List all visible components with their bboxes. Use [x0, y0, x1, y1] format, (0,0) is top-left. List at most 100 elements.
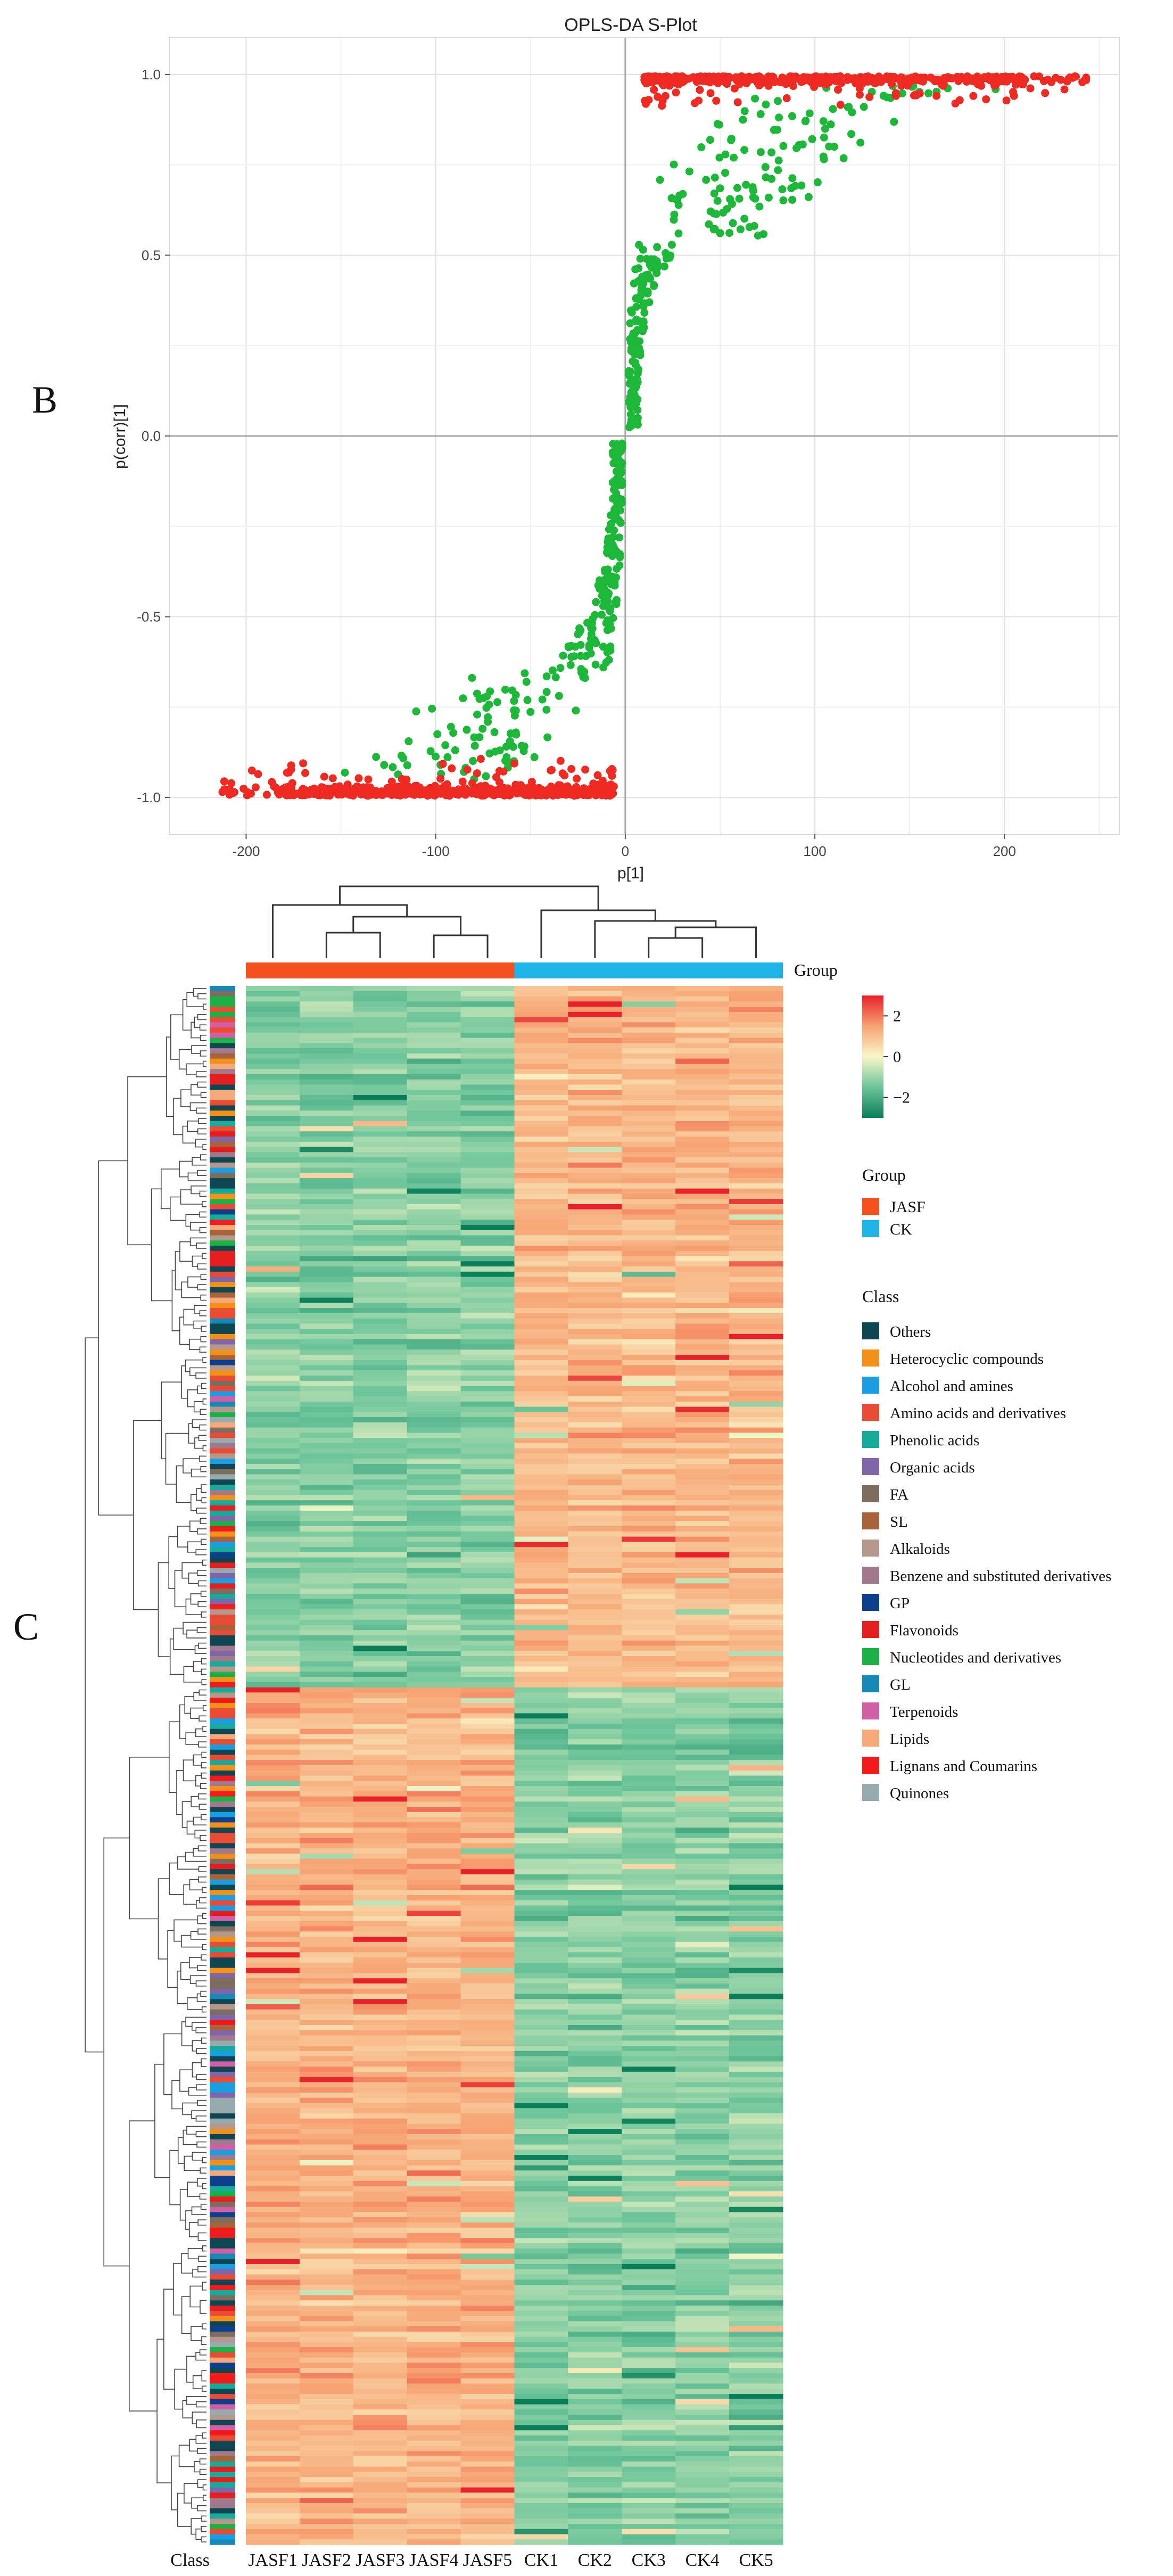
heatmap-cell	[299, 1204, 354, 1210]
heatmap-cell	[246, 2326, 300, 2332]
heatmap-cell	[353, 2290, 408, 2296]
heatmap-cell	[622, 1978, 676, 1984]
heatmap-cell	[675, 2009, 730, 2015]
heatmap-cell	[407, 1240, 461, 1246]
heatmap-cell	[514, 1422, 568, 1428]
heatmap-cell	[460, 1178, 515, 1184]
class-bar-cell	[210, 1329, 235, 1335]
heatmap-cell	[246, 1947, 300, 1953]
heatmap-cell	[568, 1619, 622, 1626]
heatmap-cell	[299, 1396, 354, 1402]
heatmap-cell	[568, 1427, 622, 1433]
heatmap-cell	[353, 1547, 408, 1553]
heatmap-cell	[299, 1064, 354, 1069]
heatmap-cell	[353, 2103, 408, 2109]
heatmap-cell	[460, 1287, 515, 1293]
heatmap-cell	[460, 1916, 515, 1922]
heatmap-cell	[353, 1619, 408, 1626]
heatmap-cell	[675, 2071, 730, 2078]
heatmap-cell	[299, 1489, 354, 1496]
heatmap-cell	[246, 1625, 300, 1631]
heatmap-cell	[729, 1178, 783, 1184]
heatmap-cell	[568, 1188, 622, 1194]
heatmap-cell	[568, 1869, 622, 1875]
heatmap-cell	[353, 1962, 408, 1969]
heatmap-cell	[299, 1090, 354, 1096]
heatmap-cell	[514, 1583, 568, 1589]
heatmap-cell	[675, 1214, 730, 1220]
class-bar-cell	[210, 2306, 235, 2311]
heatmap-cell	[568, 1625, 622, 1631]
heatmap-cell	[514, 1729, 568, 1735]
heatmap-cell	[729, 1214, 783, 1220]
heatmap-cell	[675, 1422, 730, 1428]
row-dendro-link	[183, 1666, 202, 1683]
heatmap-cell	[353, 1677, 408, 1683]
heatmap-cell	[407, 2306, 461, 2311]
class-bar-cell	[210, 1303, 235, 1308]
heatmap-cell	[299, 2118, 354, 2125]
heatmap-cell	[299, 2139, 354, 2145]
heatmap-cell	[246, 2243, 300, 2249]
class-bar-cell	[210, 1999, 235, 2005]
heatmap-cell	[353, 1489, 408, 1496]
heatmap-cell	[675, 1183, 730, 1189]
heatmap-cell	[675, 1027, 730, 1033]
heatmap-cell	[568, 1183, 622, 1189]
heatmap-cell	[299, 1422, 354, 1428]
heatmap-cell	[729, 2165, 783, 2171]
row-dendro-link	[202, 1887, 206, 1893]
heatmap-cell	[407, 1141, 461, 1148]
heatmap-cell	[729, 1604, 783, 1610]
heatmap-cell	[675, 1297, 730, 1303]
heatmap-cell	[729, 1360, 783, 1366]
heatmap-cell	[568, 1952, 622, 1958]
class-bar-cell	[210, 1978, 235, 1984]
splot-point	[628, 347, 637, 355]
splot-point	[606, 607, 614, 615]
heatmap-cell	[460, 2082, 515, 2088]
heatmap-cell	[675, 2113, 730, 2119]
class-bar-cell	[210, 1069, 235, 1075]
heatmap-cell	[675, 1858, 730, 1865]
heatmap-cell	[622, 1391, 676, 1397]
row-dendro-link	[201, 1679, 206, 1685]
heatmap-cell	[299, 1770, 354, 1776]
row-dendro-link	[202, 2432, 206, 2439]
row-dendro-link	[198, 1866, 206, 1872]
heatmap-cell	[353, 1698, 408, 1703]
class-bar-cell	[210, 1474, 235, 1480]
heatmap-cell	[246, 2077, 300, 2083]
class-bar-cell	[210, 1614, 235, 1620]
heatmap-cell	[568, 1266, 622, 1272]
heatmap-cell	[675, 1162, 730, 1168]
splot-point	[697, 143, 706, 152]
heatmap-cell	[622, 1287, 676, 1293]
splot-point	[262, 791, 271, 799]
heatmap-cell	[353, 1094, 408, 1101]
class-bar-cell	[210, 2310, 235, 2317]
heatmap-cell	[675, 1770, 730, 1776]
heatmap-cell	[246, 2290, 300, 2296]
heatmap-cell	[622, 1271, 676, 1278]
class-bar-cell	[210, 2419, 235, 2426]
heatmap-cell	[407, 1463, 461, 1470]
heatmap-cell	[568, 1094, 622, 1101]
heatmap-cell	[568, 1074, 622, 1080]
splot-point	[611, 451, 619, 460]
heatmap-cell	[299, 1443, 354, 1449]
row-dendro-link	[185, 1214, 200, 1227]
heatmap-cell	[514, 1749, 568, 1756]
heatmap-cell	[460, 1261, 515, 1267]
splot-point	[254, 770, 262, 778]
class-bar-cell	[210, 1796, 235, 1802]
heatmap-cell	[299, 1069, 354, 1075]
heatmap-cell	[622, 2233, 676, 2238]
heatmap-cell	[729, 1406, 783, 1412]
splot-point	[712, 96, 721, 105]
splot-point	[642, 79, 650, 88]
splot-point	[936, 78, 945, 86]
heatmap-cell	[407, 2259, 461, 2265]
heatmap-cell	[353, 1817, 408, 1823]
row-dendro-link	[198, 2256, 206, 2262]
